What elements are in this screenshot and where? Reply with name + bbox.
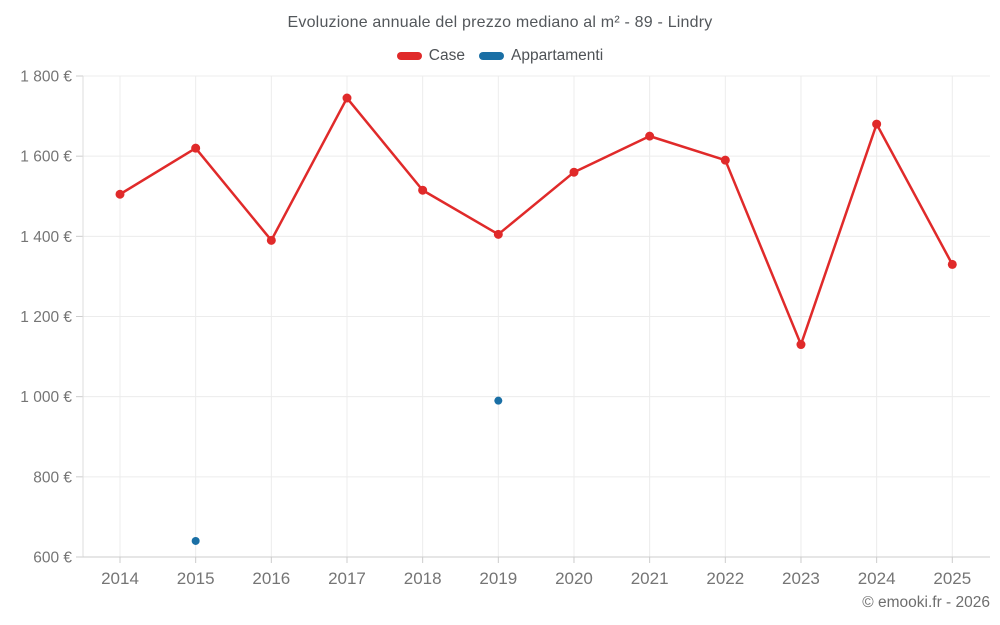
data-point[interactable] bbox=[645, 131, 655, 141]
y-axis-label: 800 € bbox=[33, 469, 72, 486]
legend: Case Appartamenti bbox=[0, 46, 1000, 66]
x-axis-label: 2014 bbox=[101, 569, 139, 588]
data-point[interactable] bbox=[493, 229, 503, 239]
watermark: © emooki.fr - 2026 bbox=[862, 594, 990, 611]
y-axis-label: 1 400 € bbox=[20, 229, 72, 246]
series bbox=[115, 93, 957, 545]
data-point[interactable] bbox=[342, 93, 352, 103]
chart-title: Evoluzione annuale del prezzo mediano al… bbox=[287, 14, 713, 31]
x-axis-label: 2025 bbox=[933, 569, 971, 588]
data-point[interactable] bbox=[191, 143, 201, 153]
series-line bbox=[118, 96, 954, 346]
data-point[interactable] bbox=[494, 396, 503, 405]
gridlines bbox=[83, 75, 990, 557]
x-axis-label: 2017 bbox=[328, 569, 366, 588]
series-case bbox=[115, 93, 957, 350]
x-axis-label: 2019 bbox=[479, 569, 517, 588]
data-point[interactable] bbox=[418, 185, 428, 195]
axes bbox=[76, 75, 990, 563]
axis-labels: 600 € 800 € 1 000 € 1 200 € 1 400 € 1 600 € 1 … bbox=[20, 69, 971, 589]
x-axis-label: 2016 bbox=[252, 569, 290, 588]
x-axis-label: 2020 bbox=[555, 569, 593, 588]
data-point[interactable] bbox=[796, 340, 806, 350]
x-axis-label: 2021 bbox=[631, 569, 669, 588]
data-point[interactable] bbox=[115, 189, 125, 199]
data-point[interactable] bbox=[872, 119, 882, 129]
y-axis-label: 1 000 € bbox=[20, 389, 72, 406]
appartamenti-legend-label: Appartamenti bbox=[510, 47, 604, 64]
data-point[interactable] bbox=[569, 167, 579, 177]
legend-item-appartamenti[interactable]: Appartamenti bbox=[478, 47, 604, 65]
y-axis-label: 600 € bbox=[33, 550, 72, 567]
case-legend-label: Case bbox=[428, 47, 465, 64]
legend-item-case[interactable]: Case bbox=[396, 47, 465, 65]
appartamenti-legend-swatch-icon bbox=[478, 52, 504, 60]
y-axis-label: 1 800 € bbox=[20, 69, 72, 86]
series-appartamenti bbox=[191, 396, 503, 545]
x-axis-label: 2018 bbox=[404, 569, 442, 588]
data-point[interactable] bbox=[266, 235, 276, 245]
x-axis-label: 2022 bbox=[706, 569, 744, 588]
data-point[interactable] bbox=[947, 259, 957, 269]
x-axis-label: 2023 bbox=[782, 569, 820, 588]
case-legend-swatch-icon bbox=[396, 52, 422, 60]
data-point[interactable] bbox=[191, 536, 200, 545]
data-point[interactable] bbox=[720, 155, 730, 165]
y-axis-label: 1 600 € bbox=[20, 149, 72, 166]
x-axis-label: 2015 bbox=[177, 569, 215, 588]
x-axis-label: 2024 bbox=[858, 569, 896, 588]
y-axis-label: 1 200 € bbox=[20, 309, 72, 326]
